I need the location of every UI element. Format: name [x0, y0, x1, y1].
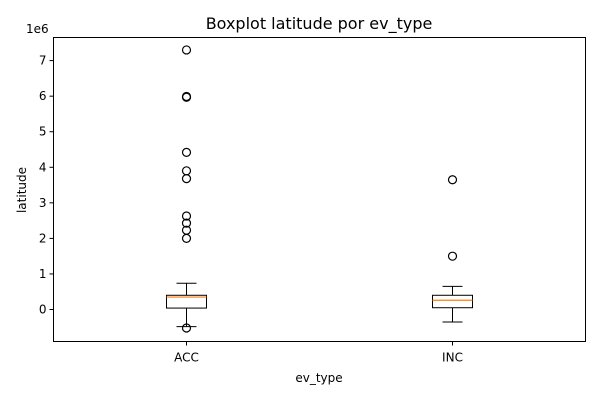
- outlier-point: [181, 91, 192, 102]
- x-tick-label: ACC: [174, 351, 199, 365]
- outlier-point: [181, 174, 192, 184]
- y-tick-label: 5: [39, 125, 47, 139]
- outlier-point: [181, 45, 192, 55]
- y-tick-label: 4: [39, 160, 47, 174]
- y-axis-label: latitude: [15, 167, 29, 213]
- y-tick-label: 3: [39, 196, 47, 210]
- chart-title: Boxplot latitude por ev_type: [206, 14, 433, 34]
- outlier-point: [447, 175, 458, 185]
- box-iqr: [166, 294, 207, 309]
- outlier-point: [181, 166, 192, 176]
- axes-frame: [53, 37, 586, 342]
- outlier-point: [181, 211, 192, 221]
- outlier-point: [181, 218, 192, 228]
- x-axis-label: ev_type: [295, 371, 342, 385]
- y-axis-offset-label: 1e6: [26, 22, 49, 36]
- box-iqr: [432, 294, 473, 309]
- y-tick-label: 2: [39, 231, 47, 245]
- outlier-point: [181, 225, 192, 235]
- y-tick-label: 0: [39, 303, 47, 317]
- y-tick-label: 7: [39, 54, 47, 68]
- y-tick-label: 6: [39, 89, 47, 103]
- outlier-point: [181, 147, 192, 157]
- outlier-point: [181, 233, 192, 243]
- plot-area: 0 1 2 3 4 5 6 7 ACC INC: [39, 45, 473, 365]
- outlier-point: [447, 251, 458, 261]
- outlier-point: [181, 323, 192, 333]
- y-tick-label: 1: [39, 267, 47, 281]
- x-tick-label: INC: [442, 351, 463, 365]
